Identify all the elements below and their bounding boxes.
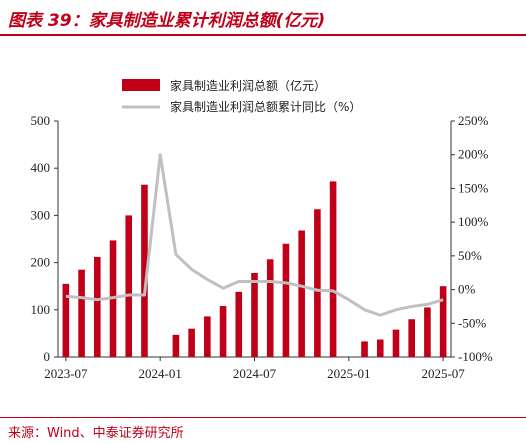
legend-line-label: 家具制造业利润总额累计同比（%） — [170, 99, 361, 114]
bar — [204, 316, 211, 357]
left-tick-label: 200 — [31, 255, 51, 270]
left-tick-label: 400 — [31, 160, 51, 175]
bar — [314, 209, 321, 357]
bar — [141, 184, 148, 357]
source-divider — [0, 417, 526, 418]
bar — [329, 181, 337, 357]
legend-bar-label: 家具制造业利润总额（亿元） — [170, 78, 326, 93]
legend-bar-swatch — [122, 79, 160, 91]
right-tick-label: 50% — [458, 248, 482, 263]
bar — [172, 334, 180, 357]
x-tick-label: 2023-07 — [44, 366, 88, 381]
right-tick-label: 150% — [458, 180, 489, 195]
x-tick-label: 2024-07 — [233, 366, 277, 381]
bar — [251, 272, 258, 357]
left-tick-label: 300 — [31, 207, 51, 222]
bar — [439, 286, 447, 357]
source-note: 来源：Wind、中泰证券研究所 — [8, 426, 184, 441]
bar — [266, 259, 274, 357]
bar — [125, 215, 133, 357]
left-tick-label: 100 — [31, 302, 51, 317]
left-tick-label: 500 — [31, 113, 51, 128]
bar — [392, 329, 400, 357]
bar — [408, 319, 416, 357]
bar — [93, 256, 101, 357]
right-tick-label: 200% — [458, 147, 489, 162]
bar — [235, 291, 243, 357]
bar — [62, 283, 70, 357]
bar — [376, 339, 384, 357]
bar — [219, 306, 227, 357]
right-tick-label: -50% — [458, 315, 486, 330]
chart-title: 图表 39：家具制造业累计利润总额(亿元) — [8, 11, 326, 31]
x-tick-label: 2025-01 — [327, 366, 370, 381]
x-tick-label: 2024-01 — [139, 366, 182, 381]
right-tick-label: 100% — [458, 214, 489, 229]
right-tick-label: -100% — [458, 349, 493, 364]
left-tick-label: 0 — [44, 349, 51, 364]
right-tick-label: 0% — [458, 282, 476, 297]
bar — [361, 341, 368, 357]
bar — [282, 243, 290, 357]
bar — [424, 307, 431, 357]
bar — [298, 230, 305, 357]
right-tick-label: 250% — [458, 113, 489, 128]
bar — [188, 328, 195, 357]
bar — [78, 269, 85, 357]
title-divider — [0, 34, 526, 36]
x-tick-label: 2025-07 — [421, 366, 465, 381]
